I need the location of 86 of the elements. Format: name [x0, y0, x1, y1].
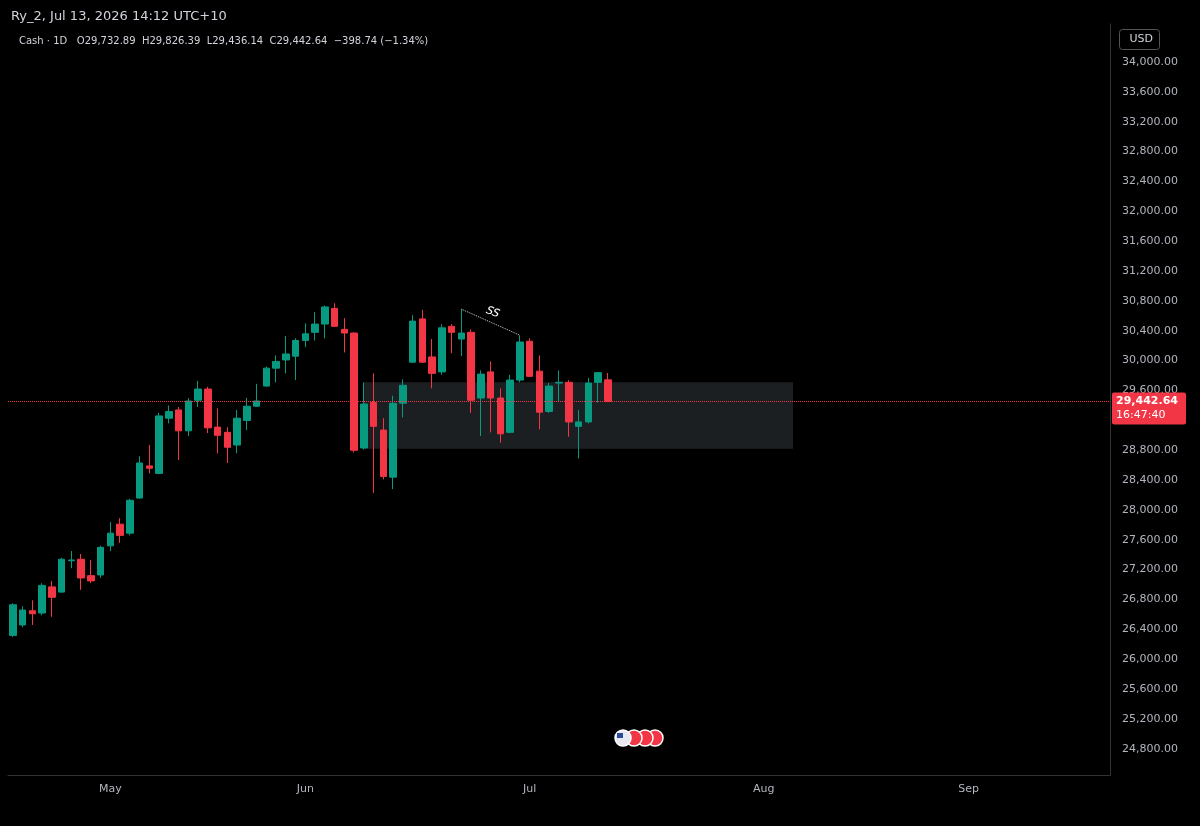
candlestick [506, 374, 514, 434]
x-tick-label: Aug [753, 782, 775, 795]
candlestick [97, 545, 104, 579]
text: USD [1129, 32, 1154, 45]
candlestick [360, 381, 368, 451]
candlestick [399, 378, 407, 418]
candlestick [545, 382, 553, 414]
candlestick [116, 517, 124, 544]
candlestick [292, 337, 299, 381]
candlestick [48, 580, 56, 618]
y-tick-label: 34,000.00 [1122, 54, 1178, 68]
candlestick [68, 550, 75, 569]
y-tick-label: 24,800.00 [1122, 741, 1178, 755]
candlestick [428, 338, 436, 389]
y-tick-label: 31,200.00 [1122, 263, 1178, 277]
y-tick-label: 27,200.00 [1122, 562, 1178, 576]
candlestick [38, 582, 46, 616]
y-tick-label: 30,800.00 [1122, 293, 1178, 307]
y-tick-label: 31,600.00 [1122, 233, 1178, 247]
candlestick [29, 599, 36, 626]
x-tick-label: Jul [522, 782, 537, 795]
candlestick [9, 602, 17, 638]
text: 16:47:40 [1116, 407, 1166, 421]
y-tick-label: 27,600.00 [1122, 532, 1178, 546]
text: Cash · 1D O29,732.89 H29,826.39 L29,436.14 C29,442.64 −398.74 (−1.34%) [19, 34, 429, 46]
y-tick-label: 25,200.00 [1122, 711, 1178, 725]
y-tick-label: 28,800.00 [1122, 443, 1178, 457]
candlestick [155, 412, 163, 475]
y-tick-label: 28,000.00 [1122, 502, 1178, 516]
candlestick [87, 559, 95, 584]
candlestick [331, 302, 338, 328]
candlestick [585, 377, 592, 424]
annotation: SS [484, 303, 502, 321]
candlestick [594, 371, 602, 403]
y-tick-label: 33,200.00 [1122, 114, 1178, 128]
candlestick [282, 335, 290, 374]
y-tick-label: 33,600.00 [1122, 84, 1178, 98]
candlestick [555, 369, 563, 402]
y-tick-label: 26,800.00 [1122, 592, 1178, 606]
candlestick [341, 317, 348, 353]
candlestick [77, 553, 85, 591]
x-tick-label: Sep [958, 782, 979, 795]
candlestick [575, 409, 582, 459]
candlestick [321, 304, 329, 339]
candlestick [126, 498, 134, 536]
y-tick-label: 26,400.00 [1122, 622, 1178, 636]
candlestick [107, 521, 114, 552]
candlestick [165, 404, 173, 424]
candlestick [438, 323, 446, 376]
candlestick [458, 308, 465, 357]
ref-line-label: 29,442.64 [1116, 393, 1179, 407]
y-tick-label: 30,400.00 [1122, 323, 1178, 337]
candlestick [311, 311, 319, 342]
y-tick-label: 25,600.00 [1122, 681, 1178, 695]
candlestick [243, 397, 251, 431]
candlestick [233, 409, 241, 454]
x-tick-label: May [99, 782, 123, 795]
y-tick-label: 32,000.00 [1122, 204, 1178, 218]
candlestick [409, 314, 416, 364]
candlestick [526, 337, 533, 378]
y-tick-label: 32,800.00 [1122, 144, 1178, 158]
candlestick [272, 354, 280, 383]
candlestick [263, 366, 270, 388]
candlestick [389, 395, 397, 490]
candlestick [194, 380, 202, 408]
candlestick [477, 369, 485, 437]
candlestick [516, 334, 524, 383]
candlestick [136, 455, 143, 500]
y-tick-label: 32,400.00 [1122, 174, 1178, 188]
chart-title: Ry_2, Jul 13, 2026 14:12 UTC+10 [11, 8, 227, 23]
candlestick [146, 444, 153, 474]
candlestick [448, 323, 455, 354]
candlestick [214, 407, 221, 454]
candlestick [253, 383, 260, 408]
candlestick [419, 309, 426, 364]
candlestick [224, 426, 231, 464]
y-tick-label: 28,400.00 [1122, 472, 1178, 486]
candlestick [175, 406, 182, 461]
candlestick [380, 417, 387, 480]
candlestick [58, 557, 65, 594]
candlestick [185, 397, 192, 437]
x-tick-label: Jun [295, 782, 315, 795]
y-tick-label: 30,000.00 [1122, 353, 1178, 367]
y-tick-label: 26,000.00 [1122, 652, 1178, 666]
candlestick [19, 605, 26, 628]
candlestick [302, 322, 309, 348]
